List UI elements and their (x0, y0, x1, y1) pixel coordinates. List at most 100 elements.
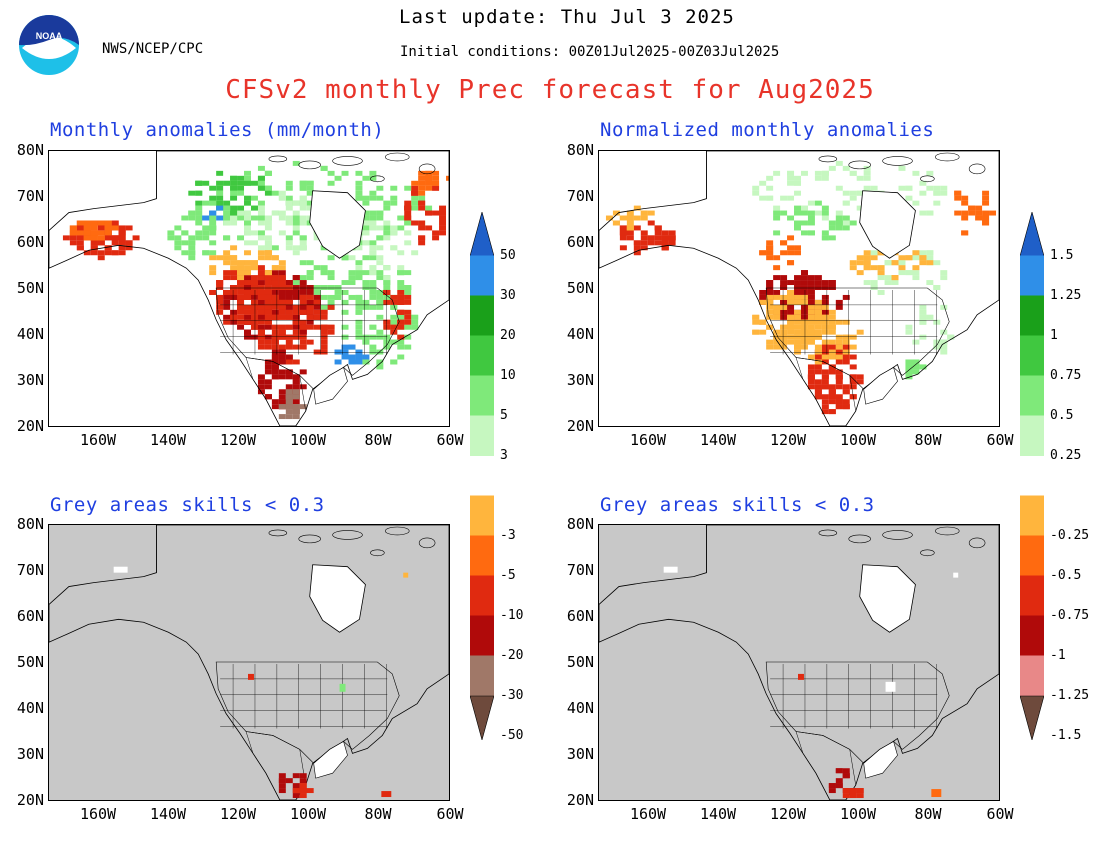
anomaly-cell (285, 344, 293, 350)
anomaly-cell (216, 304, 224, 310)
anomaly-cell (292, 344, 300, 350)
anomaly-cell (905, 369, 913, 375)
anomaly-cell (968, 205, 976, 211)
anomaly-cell (800, 319, 808, 325)
anomaly-cell (787, 280, 795, 286)
anomaly-cell (292, 215, 300, 221)
anomaly-cell (940, 275, 948, 281)
anomaly-cell (668, 235, 676, 241)
anomaly-cell (278, 773, 286, 779)
anomaly-cell (759, 180, 767, 186)
colorbar-label: -1.25 (1050, 688, 1090, 703)
colorbar-segment (469, 335, 495, 377)
anomaly-cell (292, 294, 300, 300)
anomaly-cell (773, 344, 781, 350)
anomaly-cell (835, 359, 843, 365)
anomaly-cell (334, 359, 342, 365)
anomaly-cell (926, 250, 934, 256)
anomaly-cell (835, 215, 843, 221)
anomaly-cell (230, 180, 238, 186)
anomaly-cell (271, 329, 279, 335)
anomaly-cell (940, 339, 948, 345)
anomaly-cell (292, 773, 300, 779)
anomaly-cell (362, 354, 370, 360)
hudson-bay (859, 190, 916, 259)
anomaly-cell (773, 334, 781, 340)
anomaly-cell (369, 270, 377, 276)
anomaly-cell (828, 309, 836, 315)
anomaly-cell (69, 230, 77, 236)
anomaly-cell (425, 205, 433, 211)
anomaly-cell (250, 215, 258, 221)
anomaly-cell (856, 788, 864, 794)
anomaly-cell (209, 240, 217, 246)
anomaly-cell (230, 285, 238, 290)
anomaly-cell (411, 314, 419, 320)
anomaly-cell (118, 235, 126, 241)
anomaly-cell (362, 334, 370, 340)
anomaly-cell (821, 235, 829, 241)
anomaly-cell (773, 205, 781, 211)
anomaly-cell (821, 374, 829, 380)
anomaly-cell (278, 314, 286, 320)
anomaly-cell (814, 349, 822, 355)
anomaly-cell (188, 190, 196, 196)
anomaly-cell (835, 304, 843, 310)
anomaly-cell (285, 220, 293, 226)
colorbar-top-arrow (469, 210, 495, 257)
anomaly-cell (271, 324, 279, 330)
anomaly-cell (111, 225, 119, 231)
anomaly-cell (250, 280, 258, 286)
anomaly-cell (306, 205, 314, 211)
anomaly-cell (369, 225, 377, 231)
anomaly-cell (654, 230, 662, 236)
anomaly-cell (828, 235, 836, 241)
anomaly-cell (376, 294, 384, 300)
anomaly-cell (794, 289, 801, 295)
colorbar-segment (1019, 575, 1045, 617)
anomaly-cell (856, 260, 864, 266)
anomaly-cell (355, 309, 363, 315)
anomaly-cell (411, 205, 419, 211)
anomaly-cell (397, 324, 405, 330)
anomaly-cell (202, 230, 210, 236)
colorbar-label: 1.5 (1050, 248, 1074, 263)
anomaly-cell (828, 409, 836, 415)
anomaly-cell (237, 190, 245, 196)
anomaly-cell (814, 280, 822, 286)
anomaly-cell (766, 314, 774, 320)
anomaly-cell (411, 319, 419, 325)
anomaly-cell (285, 235, 293, 241)
anomaly-cell (285, 185, 293, 191)
island (968, 537, 986, 549)
anomaly-cell (271, 339, 279, 345)
anomaly-cell (313, 285, 321, 290)
anomaly-cell (167, 235, 175, 241)
anomaly-cell (397, 225, 405, 231)
anomaly-cell (278, 329, 286, 335)
anomaly-cell (787, 250, 795, 256)
anomaly-cell (640, 230, 648, 236)
anomaly-cell (69, 235, 77, 241)
anomaly-cell (849, 379, 857, 385)
anomaly-cell (773, 304, 781, 310)
anomaly-cell (397, 289, 405, 295)
anomaly-cell (320, 334, 328, 340)
anomaly-cell (257, 280, 265, 286)
anomaly-cell (230, 265, 238, 271)
anomaly-cell (787, 304, 795, 310)
anomaly-cell (835, 319, 843, 325)
anomaly-cell (619, 215, 627, 221)
lat-label: 50N (566, 279, 594, 297)
anomaly-cell (383, 225, 391, 231)
anomaly-cell (863, 280, 871, 286)
anomaly-cell (209, 210, 217, 216)
anomaly-cell (313, 289, 321, 295)
anomaly-cell (244, 304, 251, 310)
anomaly-cell (257, 314, 265, 320)
anomaly-cell (299, 220, 307, 226)
anomaly-cell (237, 314, 245, 320)
anomaly-cell (898, 270, 906, 276)
anomaly-cell (787, 170, 795, 176)
anomaly-cell (97, 255, 105, 261)
